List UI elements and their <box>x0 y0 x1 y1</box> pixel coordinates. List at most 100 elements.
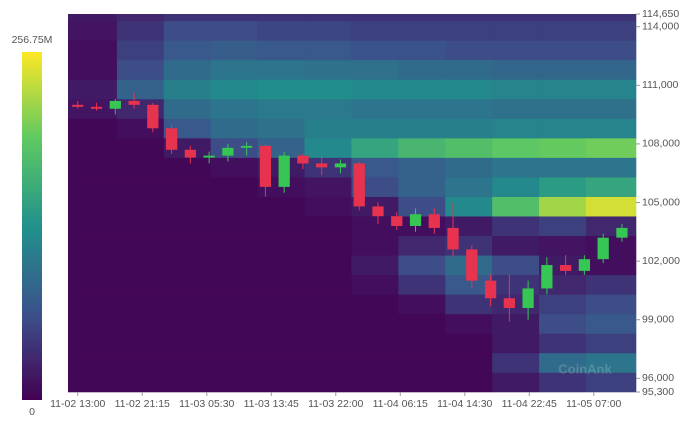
heat-cell <box>257 196 305 217</box>
heat-cell <box>492 59 540 80</box>
heat-cell <box>539 235 587 256</box>
heat-cell <box>398 40 446 61</box>
heat-cell <box>492 40 540 61</box>
heat-cell <box>210 138 258 158</box>
heat-cell <box>492 255 540 276</box>
heat-cell <box>398 14 446 22</box>
heat-cell <box>68 40 118 61</box>
candle-body <box>222 147 234 156</box>
heat-cell <box>492 333 540 354</box>
heat-cell <box>539 40 587 61</box>
heat-cell <box>304 40 352 61</box>
heat-cell <box>68 255 118 276</box>
candle-body <box>203 155 215 158</box>
heat-cell <box>398 196 446 217</box>
heat-cell <box>539 196 587 217</box>
heat-cell <box>492 196 540 217</box>
heat-cell <box>116 255 165 276</box>
heat-cell <box>304 235 352 256</box>
heat-cell <box>116 59 165 80</box>
candle-body <box>503 298 515 308</box>
heat-cell <box>163 216 211 237</box>
heat-cell <box>445 352 493 373</box>
heat-cell <box>68 274 118 295</box>
heat-cell <box>163 40 211 61</box>
heat-cell <box>585 235 637 256</box>
heat-cell <box>445 14 493 22</box>
x-tick-label: 11-03 05:30 <box>179 398 234 410</box>
heat-cell <box>539 98 587 119</box>
heat-cell <box>116 14 165 22</box>
heat-cell <box>257 20 305 41</box>
heat-cell <box>351 59 399 80</box>
heat-cell <box>68 216 118 237</box>
y-tick-label: 114,650 <box>642 8 679 20</box>
heat-cell <box>539 14 587 22</box>
heat-cell <box>210 294 258 315</box>
heat-cell <box>68 196 118 217</box>
heat-cell <box>304 333 352 354</box>
heat-cell <box>398 294 446 315</box>
heat-cell <box>257 274 305 295</box>
heat-cell <box>257 313 305 334</box>
heat-cell <box>445 177 493 197</box>
y-tick-label: 96,000 <box>642 372 674 384</box>
heat-cell <box>351 372 399 393</box>
heat-cell <box>398 98 446 119</box>
candle-body <box>72 104 84 107</box>
candle-body <box>90 106 103 109</box>
heat-cell <box>304 352 352 373</box>
heat-cell <box>68 118 118 139</box>
heat-cell <box>445 333 493 354</box>
heat-cell <box>257 235 305 256</box>
heat-cell <box>68 59 118 80</box>
heat-cell <box>257 372 305 393</box>
candle-body <box>484 280 497 299</box>
colorbar-min-label: 0 <box>29 406 35 418</box>
heat-cell <box>351 216 399 237</box>
heat-cell <box>210 333 258 354</box>
heat-cell <box>116 333 165 354</box>
heat-cell <box>492 79 540 100</box>
heat-cell <box>304 255 352 276</box>
x-tick-label: 11-04 22:45 <box>502 398 557 410</box>
heat-cell <box>257 59 305 80</box>
candle-body <box>184 149 196 158</box>
heat-cell <box>257 333 305 354</box>
heat-cell <box>539 352 587 373</box>
candle-body <box>297 155 309 164</box>
heat-cell <box>398 20 446 41</box>
heat-cell <box>492 118 540 139</box>
heat-cell <box>257 118 305 139</box>
heat-cell <box>163 59 211 80</box>
heat-cell <box>585 79 637 100</box>
heat-cell <box>585 59 637 80</box>
heat-cell <box>116 138 165 158</box>
heat-cell <box>116 274 165 295</box>
heat-cell <box>351 40 399 61</box>
heat-cell <box>210 313 258 334</box>
candle-body <box>541 265 553 289</box>
heat-cell <box>68 333 118 354</box>
candle-body <box>391 216 403 226</box>
heat-cell <box>351 274 399 295</box>
heat-cell <box>445 313 493 334</box>
heat-cell <box>68 313 118 334</box>
heat-cell <box>398 138 446 158</box>
heat-cell <box>398 313 446 334</box>
heat-cell <box>351 79 399 100</box>
heat-cell <box>68 20 118 41</box>
heat-cell <box>351 138 399 158</box>
heat-cell <box>351 118 399 139</box>
x-tick-label: 11-02 21:15 <box>115 398 170 410</box>
heat-cell <box>304 14 352 22</box>
heat-cell <box>210 216 258 237</box>
heat-cell <box>116 235 165 256</box>
heat-cell <box>445 274 493 295</box>
x-tick-label: 11-04 06:15 <box>373 398 428 410</box>
heat-cell <box>585 333 637 354</box>
heat-cell <box>539 59 587 80</box>
heat-cell <box>445 59 493 80</box>
heat-cell <box>68 177 118 197</box>
